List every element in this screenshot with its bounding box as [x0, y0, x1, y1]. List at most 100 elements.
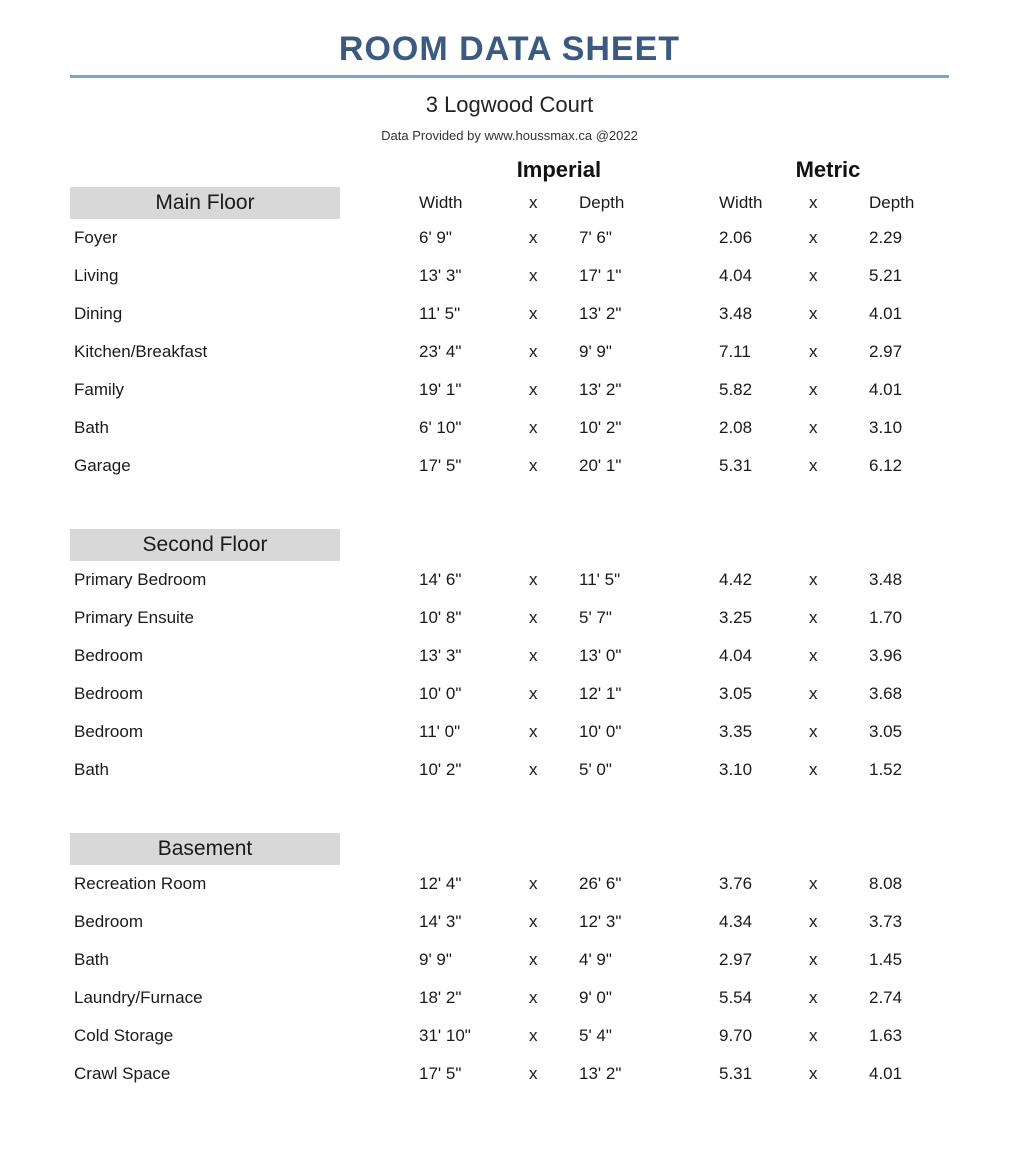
col-header-metric-width: Width — [719, 193, 809, 213]
table-row: Primary Ensuite10' 8"x5' 7"3.25x1.70 — [70, 599, 949, 637]
imperial-width: 13' 3" — [419, 646, 529, 666]
metric-width: 3.35 — [719, 722, 809, 742]
table-row: Cold Storage31' 10"x5' 4"9.70x1.63 — [70, 1017, 949, 1055]
metric-width: 2.08 — [719, 418, 809, 438]
metric-width: 3.25 — [719, 608, 809, 628]
metric-depth: 2.97 — [869, 342, 939, 362]
room-name: Bedroom — [70, 646, 419, 666]
room-name: Foyer — [70, 228, 419, 248]
metric-width: 3.76 — [719, 874, 809, 894]
metric-x: x — [809, 608, 869, 628]
metric-x: x — [809, 874, 869, 894]
room-name: Bedroom — [70, 912, 419, 932]
imperial-width: 14' 6" — [419, 570, 529, 590]
metric-width: 5.82 — [719, 380, 809, 400]
imperial-depth: 13' 2" — [579, 304, 719, 324]
imperial-width: 10' 8" — [419, 608, 529, 628]
imperial-x: x — [529, 722, 579, 742]
metric-x: x — [809, 342, 869, 362]
room-name: Garage — [70, 456, 419, 476]
imperial-x: x — [529, 988, 579, 1008]
table-row: Bath9' 9"x4' 9"2.97x1.45 — [70, 941, 949, 979]
col-header-metric-depth: Depth — [869, 193, 939, 213]
room-name: Bath — [70, 418, 419, 438]
metric-x: x — [809, 950, 869, 970]
metric-depth: 1.45 — [869, 950, 939, 970]
metric-depth: 3.05 — [869, 722, 939, 742]
table-row: Bedroom14' 3"x12' 3"4.34x3.73 — [70, 903, 949, 941]
metric-x: x — [809, 646, 869, 666]
metric-depth: 3.73 — [869, 912, 939, 932]
metric-width: 4.42 — [719, 570, 809, 590]
metric-width: 2.97 — [719, 950, 809, 970]
table-row: Kitchen/Breakfast23' 4"x9' 9"7.11x2.97 — [70, 333, 949, 371]
room-name: Primary Ensuite — [70, 608, 419, 628]
imperial-width: 11' 5" — [419, 304, 529, 324]
imperial-width: 11' 0" — [419, 722, 529, 742]
metric-x: x — [809, 418, 869, 438]
imperial-width: 10' 0" — [419, 684, 529, 704]
imperial-x: x — [529, 1026, 579, 1046]
data-provider: Data Provided by www.houssmax.ca @2022 — [70, 128, 949, 143]
room-name: Bath — [70, 760, 419, 780]
imperial-x: x — [529, 912, 579, 932]
section-name: Main Floor — [70, 187, 340, 219]
metric-x: x — [809, 380, 869, 400]
table-row: Family19' 1"x13' 2"5.82x4.01 — [70, 371, 949, 409]
metric-width: 9.70 — [719, 1026, 809, 1046]
room-name: Living — [70, 266, 419, 286]
col-header-metric-x: x — [809, 193, 869, 213]
imperial-x: x — [529, 570, 579, 590]
metric-depth: 2.74 — [869, 988, 939, 1008]
metric-x: x — [809, 304, 869, 324]
col-header-imperial-width: Width — [419, 193, 529, 213]
metric-x: x — [809, 1064, 869, 1084]
room-name: Dining — [70, 304, 419, 324]
imperial-depth: 5' 4" — [579, 1026, 719, 1046]
imperial-width: 12' 4" — [419, 874, 529, 894]
section-name-cell: Main Floor — [70, 187, 419, 219]
page-title: ROOM DATA SHEET — [70, 30, 949, 69]
imperial-width: 17' 5" — [419, 456, 529, 476]
imperial-width: 10' 2" — [419, 760, 529, 780]
imperial-depth: 12' 1" — [579, 684, 719, 704]
metric-depth: 3.10 — [869, 418, 939, 438]
metric-depth: 6.12 — [869, 456, 939, 476]
room-name: Family — [70, 380, 419, 400]
metric-depth: 2.29 — [869, 228, 939, 248]
imperial-depth: 5' 0" — [579, 760, 719, 780]
imperial-x: x — [529, 342, 579, 362]
imperial-depth: 20' 1" — [579, 456, 719, 476]
section-name: Second Floor — [70, 529, 340, 561]
imperial-depth: 17' 1" — [579, 266, 719, 286]
page: ROOM DATA SHEET 3 Logwood Court Data Pro… — [0, 0, 1019, 1133]
metric-x: x — [809, 570, 869, 590]
imperial-depth: 13' 0" — [579, 646, 719, 666]
room-name: Kitchen/Breakfast — [70, 342, 419, 362]
metric-x: x — [809, 228, 869, 248]
address: 3 Logwood Court — [70, 92, 949, 118]
room-name: Bath — [70, 950, 419, 970]
metric-x: x — [809, 760, 869, 780]
unit-header-metric: Metric — [707, 157, 949, 183]
metric-width: 5.31 — [719, 1064, 809, 1084]
imperial-x: x — [529, 874, 579, 894]
table-row: Garage17' 5"x20' 1"5.31x6.12 — [70, 447, 949, 485]
imperial-depth: 4' 9" — [579, 950, 719, 970]
metric-x: x — [809, 912, 869, 932]
section-header-row: Main FloorWidthxDepthWidthxDepth — [70, 187, 949, 219]
table-row: Bath6' 10"x10' 2"2.08x3.10 — [70, 409, 949, 447]
metric-depth: 4.01 — [869, 380, 939, 400]
metric-x: x — [809, 722, 869, 742]
room-name: Primary Bedroom — [70, 570, 419, 590]
imperial-x: x — [529, 608, 579, 628]
imperial-width: 13' 3" — [419, 266, 529, 286]
imperial-x: x — [529, 1064, 579, 1084]
imperial-width: 6' 10" — [419, 418, 529, 438]
room-name: Recreation Room — [70, 874, 419, 894]
imperial-width: 18' 2" — [419, 988, 529, 1008]
imperial-width: 9' 9" — [419, 950, 529, 970]
imperial-depth: 10' 0" — [579, 722, 719, 742]
room-name: Bedroom — [70, 684, 419, 704]
imperial-depth: 10' 2" — [579, 418, 719, 438]
